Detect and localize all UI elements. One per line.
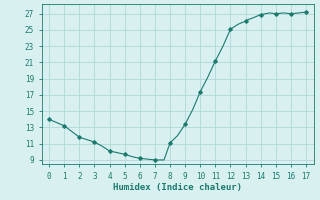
X-axis label: Humidex (Indice chaleur): Humidex (Indice chaleur) — [113, 183, 242, 192]
